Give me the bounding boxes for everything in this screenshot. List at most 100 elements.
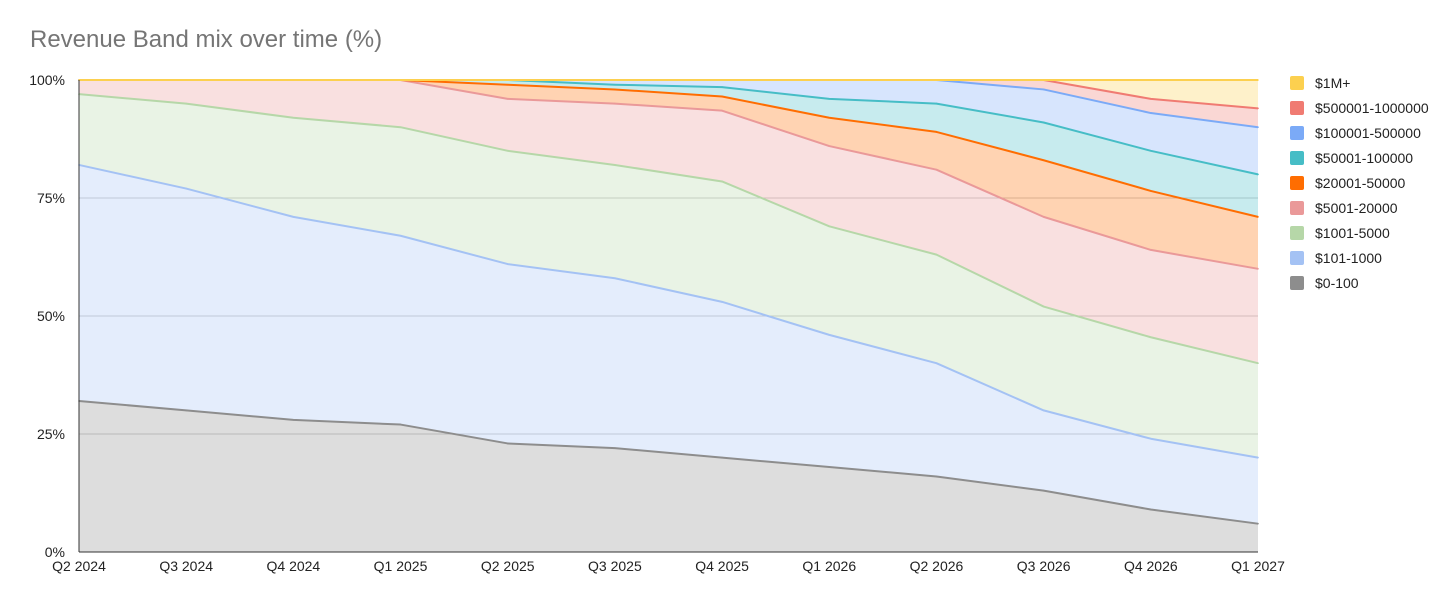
data-point [935,362,938,365]
data-point [1257,362,1259,365]
data-point [399,423,402,426]
data-point [1257,173,1259,176]
x-tick-label: Q2 2024 [52,558,106,574]
data-point [399,126,402,128]
legend-swatch [1290,225,1304,240]
data-point [935,168,938,171]
data-point [399,234,402,237]
data-point [292,116,295,119]
legend-swatch [1290,150,1304,165]
data-point [1150,336,1152,339]
data-point [828,225,831,228]
data-point [1042,88,1045,91]
y-tick-label: 100% [29,72,65,88]
x-tick-label: Q4 2024 [267,558,321,574]
legend-swatch [1290,100,1304,115]
data-point [721,79,723,81]
data-point [935,131,938,133]
y-tick-label: 0% [45,544,65,560]
legend-swatch [1290,200,1304,215]
data-point [614,164,616,166]
legend-item-20001-50000: $20001-50000 [1290,170,1429,195]
x-tick-label: Q4 2026 [1124,558,1178,574]
data-point [721,109,723,112]
legend-label: $101-1000 [1315,249,1382,266]
legend-swatch [1290,175,1304,190]
data-point [1042,489,1045,492]
legend-label: $0-100 [1315,274,1359,291]
legend-label: $50001-100000 [1315,149,1414,166]
legend-label: $500001-1000000 [1315,99,1429,116]
data-point [506,150,509,152]
line-series-1001-5000 [78,93,1259,365]
data-point [1257,107,1259,110]
data-point [1150,150,1152,152]
data-point [506,83,509,86]
x-tick-label: Q1 2025 [374,558,428,574]
legend-item-500001-1000000: $500001-1000000 [1290,95,1429,120]
chart-title: Revenue Band mix over time (%) [30,26,383,53]
data-point [506,442,509,445]
data-point [1042,305,1045,308]
area-layer [79,80,1258,552]
data-point [1150,508,1152,511]
data-point [1150,249,1152,251]
data-point [721,456,723,459]
data-point [1150,79,1152,81]
data-point [828,145,831,147]
chart-legend: $1M+ $500001-1000000 $100001-500000 $50001-… [1290,70,1429,295]
data-point [828,98,831,100]
data-point [935,475,938,478]
x-tick-label: Q2 2026 [910,558,964,574]
data-point [828,334,831,336]
legend-swatch [1290,250,1304,265]
line-layer [78,79,1259,525]
legend-swatch [1290,75,1304,90]
y-tick-label: 25% [37,426,65,442]
area-series-1m [79,80,1258,109]
data-point [721,95,723,98]
data-point [292,216,295,218]
legend-swatch [1290,125,1304,140]
y-tick-label: 75% [37,190,65,206]
data-point [1150,190,1152,192]
data-point [1257,79,1259,81]
legend-item-0-100: $0-100 [1290,270,1429,295]
data-point [1257,268,1259,270]
data-point [1257,522,1259,525]
y-tick-label: 50% [37,308,65,324]
data-point [1042,159,1045,162]
x-tick-label: Q2 2025 [481,558,535,574]
area-series-50001-100000 [79,80,1258,217]
x-tick-label: Q1 2027 [1231,558,1285,574]
data-point [1257,216,1259,218]
data-point [1042,409,1045,412]
x-tick-label: Q3 2026 [1017,558,1071,574]
data-point [935,102,938,105]
x-tick-label: Q4 2025 [695,558,749,574]
area-series-101-1000 [79,164,1258,524]
data-point [399,79,402,81]
data-point [828,466,831,468]
data-point [292,419,295,421]
legend-label: $1M+ [1315,74,1351,91]
line-series-101-1000 [78,163,1259,459]
data-point [1150,437,1152,440]
area-series-1001-5000 [79,94,1258,458]
data-point [935,79,938,81]
data-point [185,409,187,412]
data-point [721,180,723,183]
axes [78,80,1258,553]
data-point [614,79,616,81]
legend-label: $1001-5000 [1315,224,1390,241]
data-point [1042,121,1045,124]
x-tick-label: Q3 2024 [159,558,213,574]
legend-item-1m: $1M+ [1290,70,1429,95]
x-tick-label: Q3 2025 [588,558,642,574]
data-point [1042,216,1045,218]
data-point [292,79,295,81]
x-tick-label: Q1 2026 [802,558,856,574]
data-point [614,447,616,449]
line-series-0-100 [78,399,1259,525]
